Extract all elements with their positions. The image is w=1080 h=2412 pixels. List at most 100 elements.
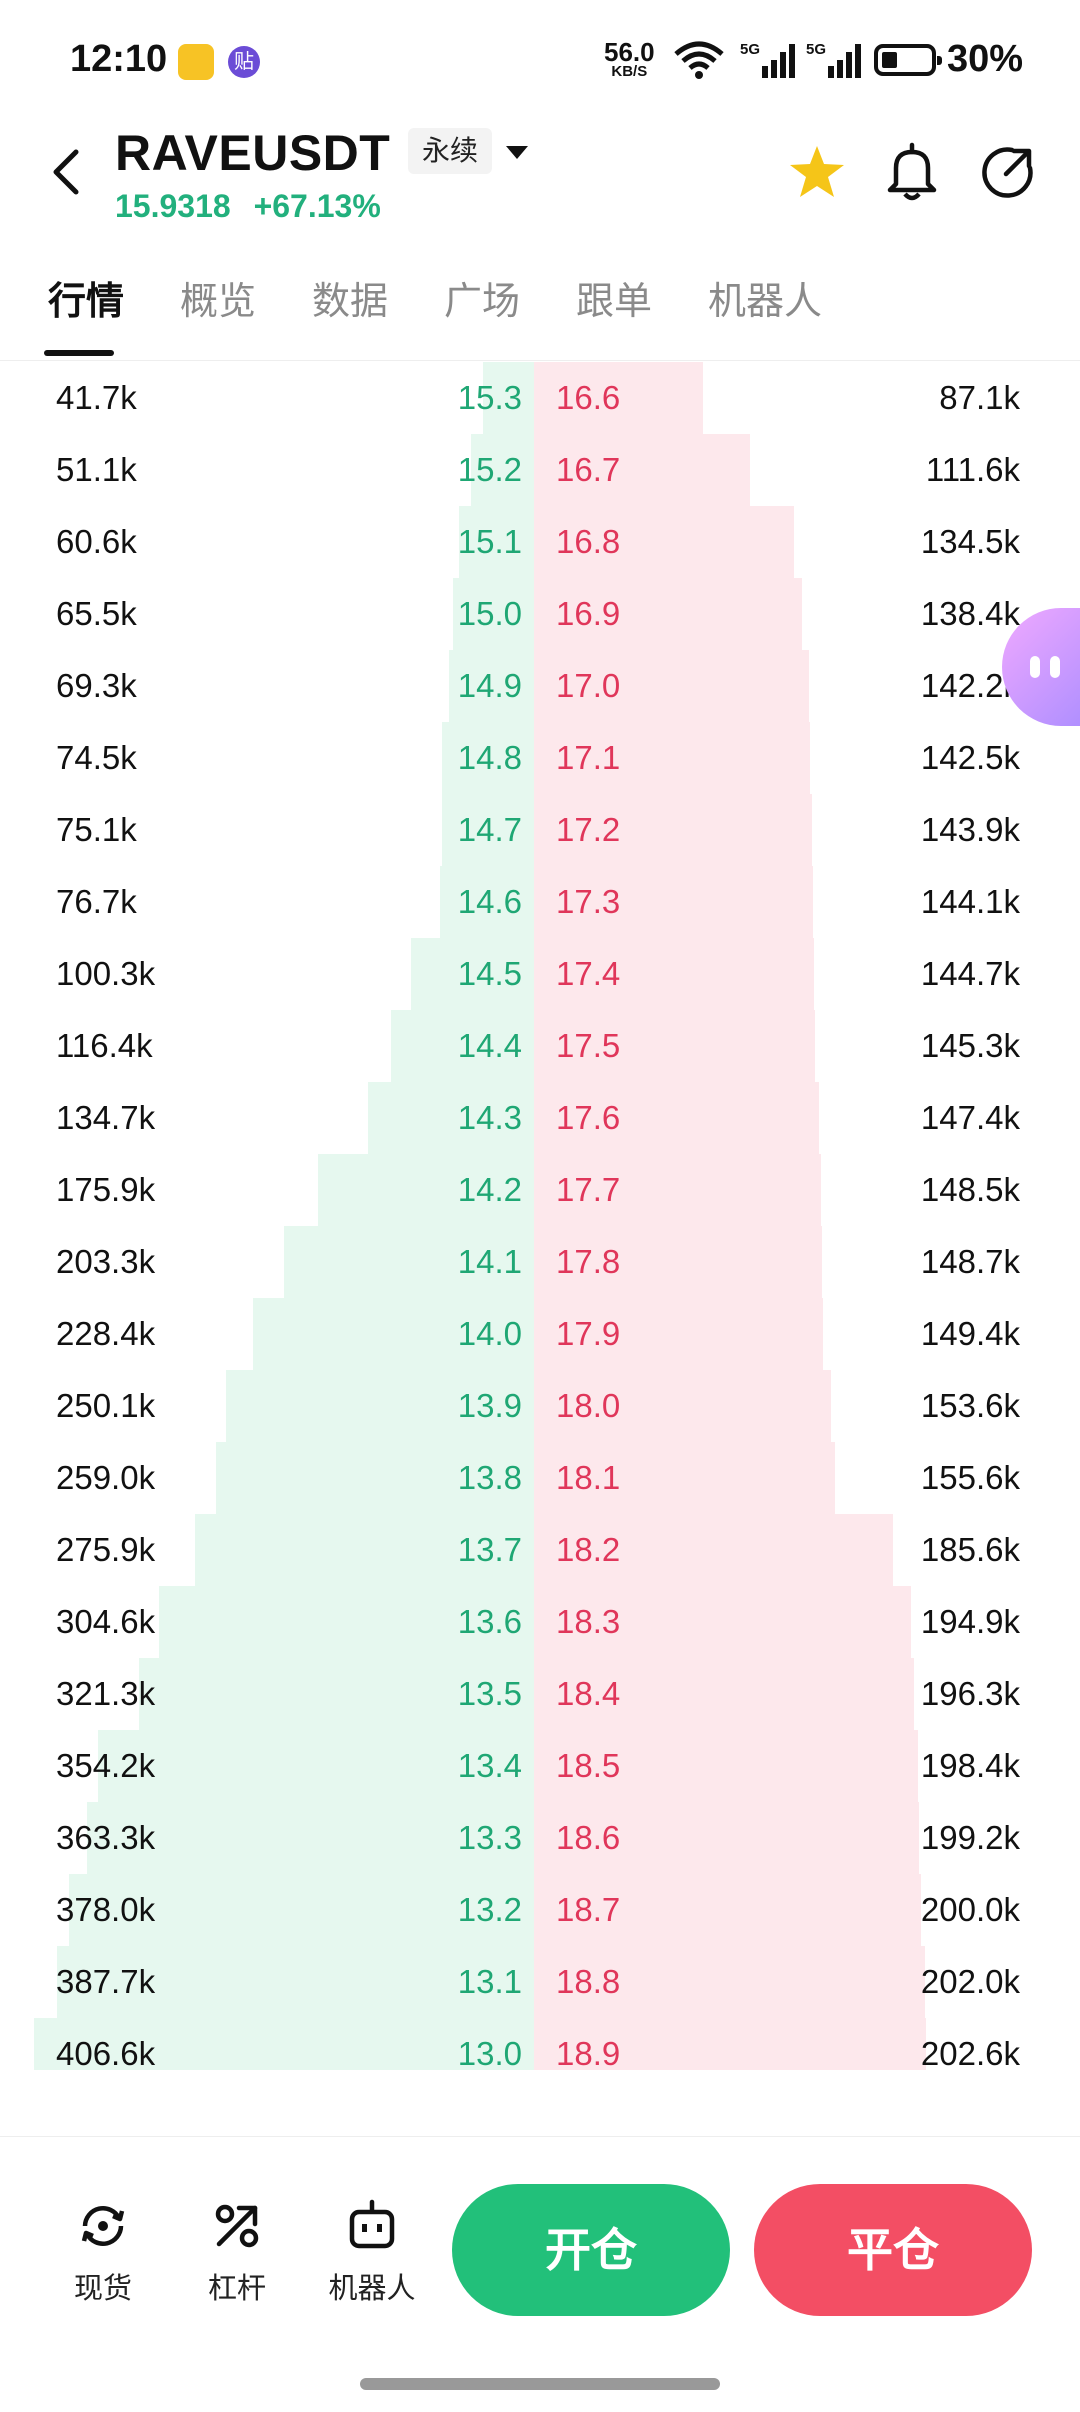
ask-price[interactable]: 17.0 xyxy=(556,667,621,704)
bid-quantity[interactable]: 228.4k xyxy=(56,1315,156,1352)
ask-price[interactable]: 17.8 xyxy=(556,1243,621,1280)
symbol-title[interactable]: RAVEUSDT xyxy=(115,125,391,181)
favorite-star-icon[interactable] xyxy=(788,144,846,200)
bid-quantity[interactable]: 304.6k xyxy=(56,1603,156,1640)
tab-data[interactable]: 数据 xyxy=(312,281,389,323)
ask-price[interactable]: 16.6 xyxy=(556,379,621,416)
bid-price[interactable]: 14.9 xyxy=(457,667,522,704)
ask-price[interactable]: 17.2 xyxy=(556,811,621,848)
bid-quantity[interactable]: 387.7k xyxy=(56,1963,156,2000)
bid-quantity[interactable]: 363.3k xyxy=(56,1819,156,1856)
bid-quantity[interactable]: 116.4k xyxy=(56,1027,153,1064)
bid-price[interactable]: 15.2 xyxy=(457,451,522,488)
bid-price[interactable]: 14.1 xyxy=(457,1243,522,1280)
ask-quantity[interactable]: 149.4k xyxy=(920,1315,1020,1352)
bid-price[interactable]: 15.3 xyxy=(457,379,522,416)
bid-quantity[interactable]: 76.7k xyxy=(56,883,137,920)
bid-price[interactable]: 14.0 xyxy=(457,1315,522,1352)
bid-quantity[interactable]: 354.2k xyxy=(56,1747,156,1784)
bid-price[interactable]: 13.8 xyxy=(457,1459,522,1496)
ask-price[interactable]: 17.7 xyxy=(556,1171,621,1208)
bid-quantity[interactable]: 203.3k xyxy=(56,1243,156,1280)
ask-price[interactable]: 17.5 xyxy=(556,1027,621,1064)
ask-price[interactable]: 18.9 xyxy=(556,2035,621,2070)
ask-price[interactable]: 18.7 xyxy=(556,1891,621,1928)
ask-quantity[interactable]: 202.0k xyxy=(920,1963,1020,2000)
ask-quantity[interactable]: 199.2k xyxy=(920,1819,1020,1856)
bid-quantity[interactable]: 259.0k xyxy=(56,1459,156,1496)
ask-quantity[interactable]: 148.5k xyxy=(920,1171,1020,1208)
ask-quantity[interactable]: 185.6k xyxy=(920,1531,1020,1568)
tab-overview[interactable]: 概览 xyxy=(180,281,257,323)
bid-quantity[interactable]: 100.3k xyxy=(56,955,156,992)
bid-quantity[interactable]: 134.7k xyxy=(56,1099,156,1136)
bid-quantity[interactable]: 51.1k xyxy=(56,451,137,488)
bid-price[interactable]: 14.3 xyxy=(457,1099,522,1136)
bid-price[interactable]: 14.5 xyxy=(457,955,522,992)
ask-price[interactable]: 18.3 xyxy=(556,1603,621,1640)
bid-quantity[interactable]: 406.6k xyxy=(56,2035,156,2070)
bid-quantity[interactable]: 69.3k xyxy=(56,667,137,704)
ask-quantity[interactable]: 147.4k xyxy=(920,1099,1020,1136)
ask-quantity[interactable]: 144.1k xyxy=(920,883,1020,920)
tab-copy-trading[interactable]: 跟单 xyxy=(576,281,653,323)
ask-price[interactable]: 18.4 xyxy=(556,1675,621,1712)
ask-price[interactable]: 16.8 xyxy=(556,523,621,560)
ask-quantity[interactable]: 155.6k xyxy=(920,1459,1020,1496)
bid-price[interactable]: 14.7 xyxy=(457,811,522,848)
ask-price[interactable]: 17.4 xyxy=(556,955,621,992)
ask-quantity[interactable]: 144.7k xyxy=(920,955,1020,992)
ask-price[interactable]: 17.6 xyxy=(556,1099,621,1136)
bid-price[interactable]: 14.8 xyxy=(457,739,522,776)
ask-quantity[interactable]: 138.4k xyxy=(920,595,1020,632)
bid-price[interactable]: 15.0 xyxy=(457,595,522,632)
home-indicator[interactable] xyxy=(360,2378,720,2390)
margin-button[interactable]: 杠杆 xyxy=(177,2198,297,2307)
bid-price[interactable]: 13.5 xyxy=(457,1675,522,1712)
bid-price[interactable]: 13.4 xyxy=(457,1747,522,1784)
ask-quantity[interactable]: 142.5k xyxy=(920,739,1020,776)
bid-price[interactable]: 13.6 xyxy=(457,1603,522,1640)
ask-price[interactable]: 18.5 xyxy=(556,1747,621,1784)
ask-price[interactable]: 18.1 xyxy=(556,1459,621,1496)
ask-price[interactable]: 18.8 xyxy=(556,1963,621,2000)
tab-bots[interactable]: 机器人 xyxy=(708,281,823,323)
bid-price[interactable]: 15.1 xyxy=(457,523,522,560)
ask-price[interactable]: 17.9 xyxy=(556,1315,621,1352)
ask-price[interactable]: 18.6 xyxy=(556,1819,621,1856)
bid-quantity[interactable]: 65.5k xyxy=(56,595,137,632)
ask-quantity[interactable]: 153.6k xyxy=(920,1387,1020,1424)
bid-quantity[interactable]: 275.9k xyxy=(56,1531,156,1568)
tab-market[interactable]: 行情 xyxy=(48,281,125,323)
bid-price[interactable]: 13.7 xyxy=(457,1531,522,1568)
open-position-button[interactable]: 开仓 xyxy=(452,2184,730,2316)
bid-price[interactable]: 13.2 xyxy=(457,1891,522,1928)
contract-type-tag[interactable]: 永续 xyxy=(408,128,493,174)
ask-quantity[interactable]: 134.5k xyxy=(920,523,1020,560)
ask-quantity[interactable]: 145.3k xyxy=(920,1027,1020,1064)
dropdown-caret-icon[interactable] xyxy=(502,142,532,162)
alert-bell-icon[interactable] xyxy=(884,142,940,202)
ask-quantity[interactable]: 111.6k xyxy=(925,451,1020,488)
bid-quantity[interactable]: 60.6k xyxy=(56,523,137,560)
ask-quantity[interactable]: 200.0k xyxy=(920,1891,1020,1928)
bid-price[interactable]: 14.6 xyxy=(457,883,522,920)
ask-quantity[interactable]: 194.9k xyxy=(920,1603,1020,1640)
bid-quantity[interactable]: 378.0k xyxy=(56,1891,156,1928)
bid-quantity[interactable]: 250.1k xyxy=(56,1387,156,1424)
bid-price[interactable]: 13.0 xyxy=(457,2035,522,2070)
bid-price[interactable]: 14.2 xyxy=(457,1171,522,1208)
ask-quantity[interactable]: 143.9k xyxy=(920,811,1020,848)
ask-quantity[interactable]: 87.1k xyxy=(939,379,1020,416)
bid-quantity[interactable]: 74.5k xyxy=(56,739,137,776)
ask-quantity[interactable]: 196.3k xyxy=(920,1675,1020,1712)
bid-price[interactable]: 13.9 xyxy=(457,1387,522,1424)
bid-price[interactable]: 14.4 xyxy=(457,1027,522,1064)
back-arrow-icon[interactable] xyxy=(44,146,92,198)
tab-square[interactable]: 广场 xyxy=(444,281,521,323)
bid-quantity[interactable]: 175.9k xyxy=(56,1171,156,1208)
ask-price[interactable]: 16.9 xyxy=(556,595,621,632)
ask-quantity[interactable]: 202.6k xyxy=(920,2035,1020,2070)
bid-price[interactable]: 13.1 xyxy=(457,1963,522,2000)
ask-price[interactable]: 18.0 xyxy=(556,1387,621,1424)
